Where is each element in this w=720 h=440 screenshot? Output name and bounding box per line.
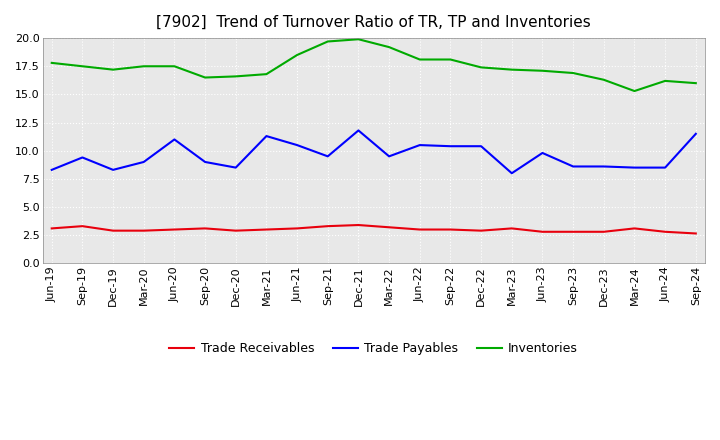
Trade Receivables (415, 227, 424, 232)
Trade Receivables (630, 226, 639, 231)
Trade Receivables (384, 225, 393, 230)
Inventories (600, 77, 608, 82)
Trade Receivables (323, 224, 332, 229)
Inventories (354, 37, 363, 42)
Line: Inventories: Inventories (52, 39, 696, 91)
Trade Receivables (48, 226, 56, 231)
Inventories (569, 70, 577, 76)
Inventories (477, 65, 485, 70)
Inventories (78, 64, 86, 69)
Trade Receivables (140, 228, 148, 233)
Trade Payables (48, 167, 56, 172)
Trade Payables (354, 128, 363, 133)
Inventories (262, 72, 271, 77)
Trade Receivables (201, 226, 210, 231)
Trade Payables (569, 164, 577, 169)
Inventories (231, 74, 240, 79)
Line: Trade Receivables: Trade Receivables (52, 225, 696, 234)
Trade Payables (446, 143, 455, 149)
Trade Payables (109, 167, 117, 172)
Trade Payables (323, 154, 332, 159)
Inventories (538, 68, 546, 73)
Trade Payables (140, 159, 148, 165)
Trade Receivables (508, 226, 516, 231)
Inventories (661, 78, 670, 84)
Trade Payables (630, 165, 639, 170)
Trade Payables (262, 133, 271, 139)
Trade Payables (477, 143, 485, 149)
Trade Receivables (293, 226, 302, 231)
Inventories (384, 44, 393, 50)
Trade Receivables (661, 229, 670, 235)
Inventories (446, 57, 455, 62)
Trade Receivables (170, 227, 179, 232)
Trade Payables (600, 164, 608, 169)
Trade Receivables (109, 228, 117, 233)
Trade Payables (691, 131, 700, 136)
Inventories (140, 64, 148, 69)
Trade Receivables (691, 231, 700, 236)
Trade Payables (661, 165, 670, 170)
Trade Payables (170, 137, 179, 142)
Trade Receivables (569, 229, 577, 235)
Legend: Trade Receivables, Trade Payables, Inventories: Trade Receivables, Trade Payables, Inven… (164, 337, 583, 360)
Inventories (170, 64, 179, 69)
Trade Payables (78, 155, 86, 160)
Trade Receivables (477, 228, 485, 233)
Inventories (109, 67, 117, 72)
Inventories (293, 52, 302, 58)
Trade Payables (384, 154, 393, 159)
Inventories (201, 75, 210, 80)
Trade Payables (231, 165, 240, 170)
Inventories (630, 88, 639, 94)
Inventories (691, 81, 700, 86)
Inventories (323, 39, 332, 44)
Trade Receivables (446, 227, 455, 232)
Trade Receivables (538, 229, 546, 235)
Trade Receivables (354, 222, 363, 227)
Trade Receivables (78, 224, 86, 229)
Trade Receivables (262, 227, 271, 232)
Trade Payables (415, 143, 424, 148)
Inventories (415, 57, 424, 62)
Trade Payables (293, 143, 302, 148)
Inventories (508, 67, 516, 72)
Trade Receivables (600, 229, 608, 235)
Title: [7902]  Trend of Turnover Ratio of TR, TP and Inventories: [7902] Trend of Turnover Ratio of TR, TP… (156, 15, 591, 30)
Trade Receivables (231, 228, 240, 233)
Trade Payables (538, 150, 546, 156)
Trade Payables (508, 171, 516, 176)
Line: Trade Payables: Trade Payables (52, 130, 696, 173)
Inventories (48, 60, 56, 66)
Trade Payables (201, 159, 210, 165)
